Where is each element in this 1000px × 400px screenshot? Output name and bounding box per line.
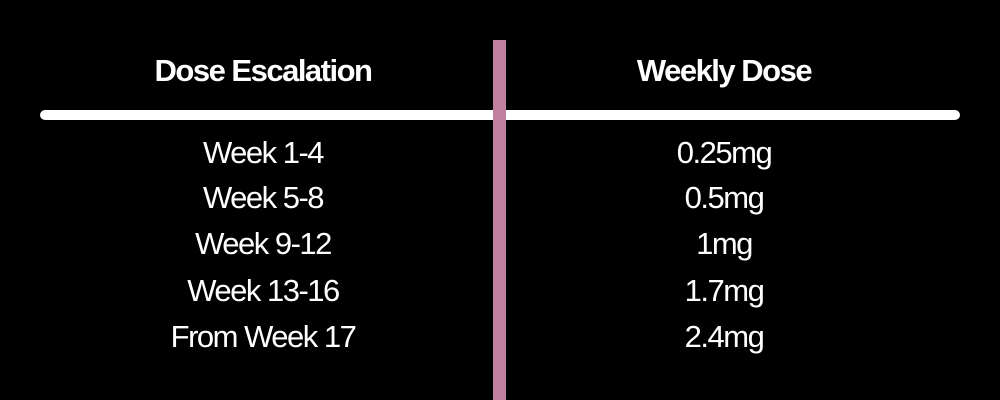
table-cell: 0.25mg (677, 135, 772, 170)
column-divider (493, 40, 506, 400)
table-cell: Week 5-8 (203, 180, 323, 215)
table-cell: Week 9-12 (195, 226, 331, 261)
table-cell: 1mg (696, 226, 752, 261)
table-cell: 0.5mg (685, 180, 764, 215)
table-cell: Week 1-4 (203, 135, 324, 170)
header-cell: Dose Escalation (155, 53, 373, 88)
table-cell: From Week 17 (171, 319, 356, 354)
table-cell: 1.7mg (685, 273, 764, 308)
table-cell: 2.4mg (685, 319, 764, 354)
table-cell: Week 13-16 (187, 273, 339, 308)
header-cell: Weekly Dose (637, 53, 812, 88)
